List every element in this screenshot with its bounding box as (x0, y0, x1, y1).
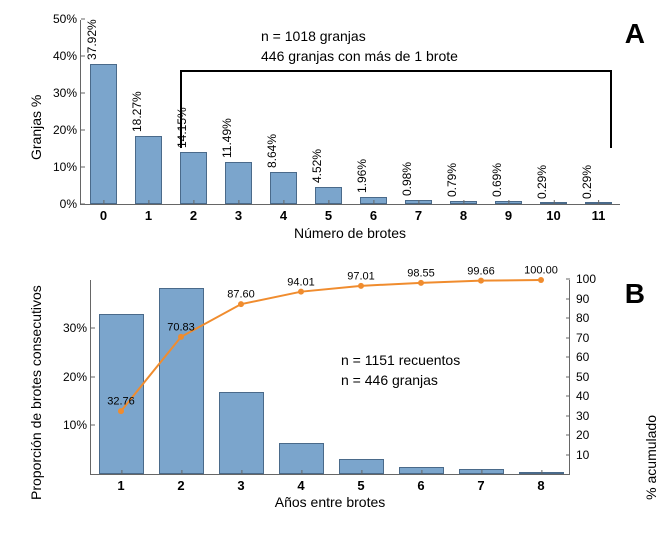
bar-value-label: 0.29% (535, 165, 549, 199)
bar (99, 314, 144, 474)
x-tick: 5 (325, 204, 332, 223)
x-tick: 1 (145, 204, 152, 223)
y2-tick: 50 (570, 370, 589, 384)
x-tick: 8 (537, 474, 544, 493)
x-tick: 8 (460, 204, 467, 223)
x-tick: 6 (417, 474, 424, 493)
bar-value-label: 4.52% (310, 149, 324, 183)
bracket (180, 70, 613, 148)
bar (135, 136, 163, 204)
plot-area-a: 0%10%20%30%40%50%037.92%118.27%214.15%31… (80, 20, 620, 205)
y2-tick: 80 (570, 311, 589, 325)
annotation: n = 1151 recuentos (341, 352, 460, 368)
y-tick: 10% (53, 160, 81, 174)
y-tick: 20% (63, 370, 91, 384)
line-value-label: 94.01 (287, 276, 315, 288)
y2-tick: 30 (570, 409, 589, 423)
y2label-b: % acumulado (643, 415, 659, 500)
x-tick: 4 (297, 474, 304, 493)
x-tick: 3 (235, 204, 242, 223)
plot-area-b: 10%20%30%1020304050607080901001234567832… (90, 280, 570, 475)
y2-tick: 40 (570, 389, 589, 403)
x-tick: 4 (280, 204, 287, 223)
x-tick: 7 (477, 474, 484, 493)
y2-tick: 90 (570, 292, 589, 306)
y-tick: 30% (63, 321, 91, 335)
bar (180, 152, 208, 204)
x-tick: 0 (100, 204, 107, 223)
bar (159, 288, 204, 474)
bar-value-label: 18.27% (130, 92, 144, 133)
x-tick: 5 (357, 474, 364, 493)
xlabel-b: Años entre brotes (275, 494, 386, 510)
y2-tick: 100 (570, 272, 596, 286)
line-value-label: 32.76 (107, 396, 135, 408)
line-value-label: 87.60 (227, 289, 255, 301)
bar-value-label: 0.29% (580, 165, 594, 199)
bar (225, 162, 253, 205)
bar (219, 392, 264, 474)
annotation: n = 1018 granjas (261, 28, 366, 44)
x-tick: 3 (237, 474, 244, 493)
xlabel-a: Número de brotes (294, 225, 406, 241)
y2-tick: 10 (570, 448, 589, 462)
bar-value-label: 0.79% (445, 163, 459, 197)
panel-letter-b: B (625, 278, 645, 310)
line-value-label: 70.83 (167, 321, 195, 333)
annotation: n = 446 granjas (341, 372, 438, 388)
bar (90, 64, 118, 204)
x-tick: 2 (190, 204, 197, 223)
y-tick: 10% (63, 418, 91, 432)
line-value-label: 99.66 (467, 265, 495, 277)
y-tick: 30% (53, 86, 81, 100)
panel-a: A 0%10%20%30%40%50%037.92%118.27%214.15%… (10, 10, 657, 260)
line-value-label: 98.55 (407, 267, 435, 279)
y-tick: 40% (53, 49, 81, 63)
line-value-label: 100.00 (524, 264, 558, 276)
line-value-label: 97.01 (347, 270, 375, 282)
panel-letter-a: A (625, 18, 645, 50)
ylabel-a: Granjas % (28, 95, 44, 160)
annotation: 446 granjas con más de 1 brote (261, 48, 458, 64)
panel-b: B 10%20%30%10203040506070809010012345678… (10, 270, 657, 536)
x-tick: 1 (117, 474, 124, 493)
y-tick: 50% (53, 12, 81, 26)
x-tick: 11 (592, 204, 606, 223)
bar-value-label: 0.69% (490, 163, 504, 197)
bar-value-label: 37.92% (85, 19, 99, 60)
ylabel-b: Proporción de brotes consecutivos (28, 285, 44, 500)
x-tick: 7 (415, 204, 422, 223)
y2-tick: 20 (570, 428, 589, 442)
y-tick: 0% (60, 197, 81, 211)
bar-value-label: 0.98% (400, 162, 414, 196)
bar-value-label: 1.96% (355, 159, 369, 193)
x-tick: 10 (546, 204, 560, 223)
x-tick: 9 (505, 204, 512, 223)
y-tick: 20% (53, 123, 81, 137)
y2-tick: 60 (570, 350, 589, 364)
y2-tick: 70 (570, 331, 589, 345)
x-tick: 6 (370, 204, 377, 223)
x-tick: 2 (177, 474, 184, 493)
